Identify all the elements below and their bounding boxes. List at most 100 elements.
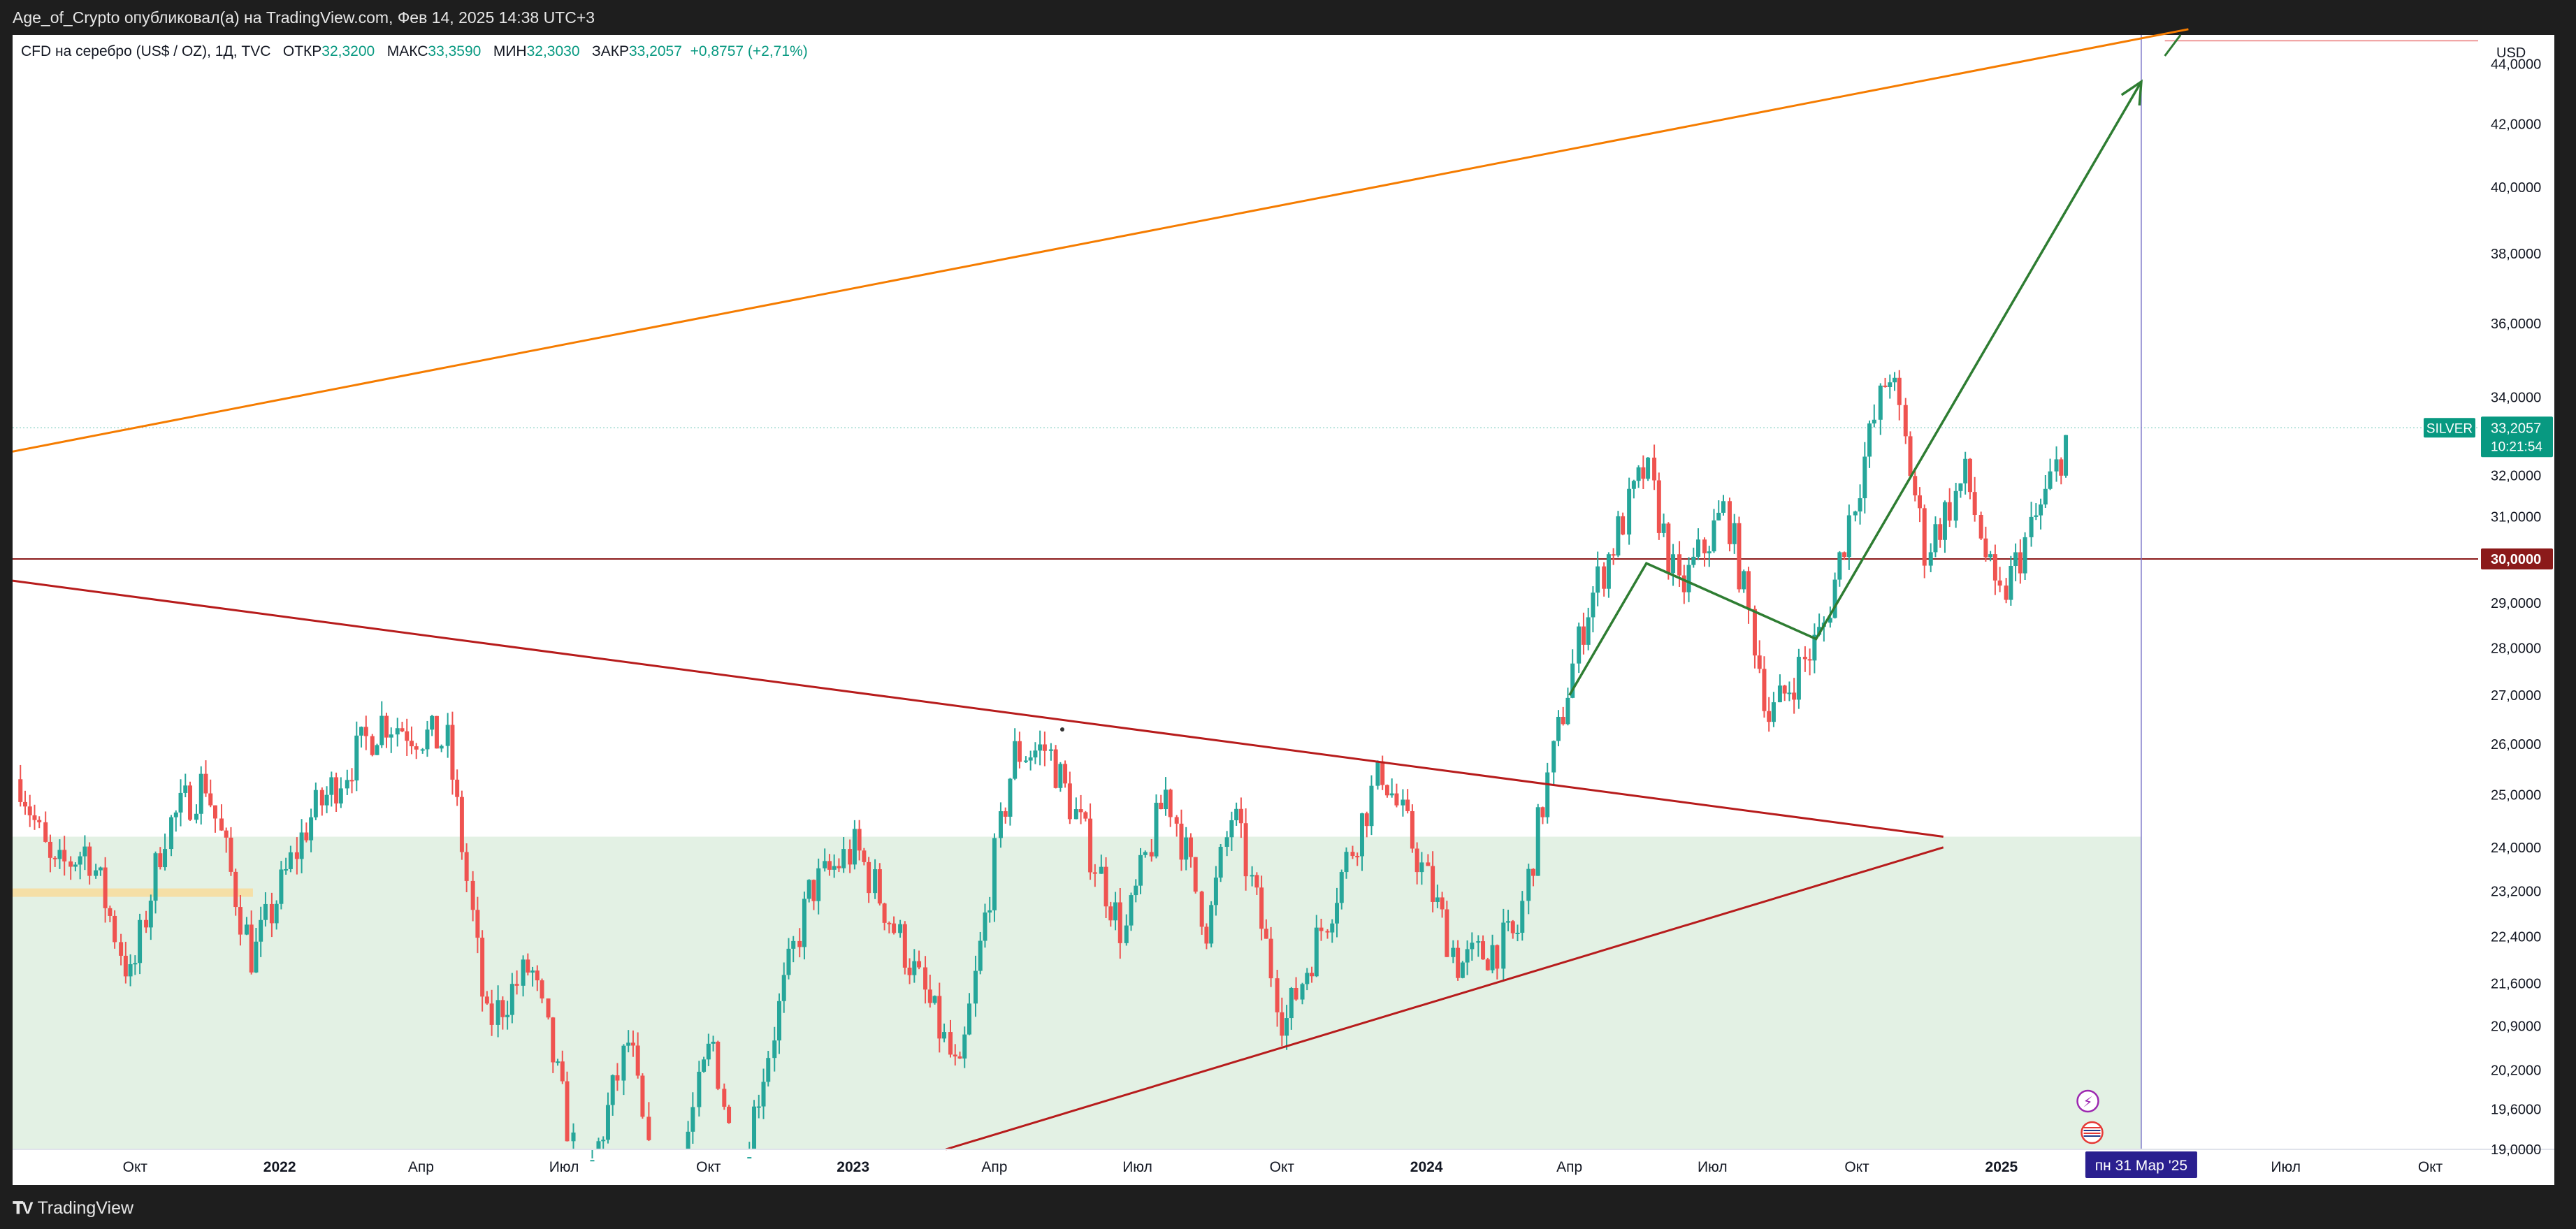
candle-body [18,779,23,802]
candle-body [1858,498,1862,512]
candle-body [113,915,117,943]
candle-body [475,910,480,938]
candle-body [1058,764,1063,788]
candle-body [1229,820,1234,838]
candle-body [1506,921,1511,923]
candle-body [923,967,928,990]
legend-open-value: 32,3200 [321,43,375,59]
candle-body [898,924,903,933]
candle-body [1727,501,1732,544]
candle-body [1117,902,1122,943]
candle-body [263,903,268,920]
candle-body [987,910,992,913]
candle-body [621,1045,626,1081]
candle-body [1456,947,1461,978]
candle-body [1490,945,1495,970]
candle-body [304,832,309,841]
tradingview-brand[interactable]: 𝐓V TradingView [13,1198,133,1219]
candle-body [194,813,199,820]
candle-body [405,731,410,741]
candle-body [1394,793,1399,806]
brand-name: TradingView [37,1198,134,1218]
candle-body [1104,866,1108,907]
time-tick-label: Окт [123,1159,148,1175]
candle-body [1275,978,1280,1012]
candle-body [1661,523,1666,533]
dot-marker [1060,727,1064,732]
candle-body [1742,571,1746,590]
candle-body [1908,436,1913,477]
candle-body [284,868,289,871]
candle-body [1817,627,1822,635]
candle-body [1325,931,1330,933]
candle-body [82,846,87,857]
candle-body [1380,761,1385,785]
candle-body [1401,799,1405,806]
candle-body [1143,852,1148,855]
candle-body [1063,764,1068,784]
candle-body [1752,609,1757,656]
candle-body [727,1107,732,1123]
candle-body [1088,818,1093,873]
lightning-icon-glyph: ⚡ [2083,1093,2092,1110]
candle-body [1431,866,1435,902]
candle-body [1259,887,1264,929]
candle-body [1787,692,1792,695]
candle-body [1113,902,1118,921]
candle-body [1677,554,1682,576]
candle-body [1832,579,1837,618]
candle-body [596,1141,601,1149]
candle-body [203,773,208,794]
symbol-legend[interactable]: CFD на серебро (US$ / OZ), 1Д, TVC ОТКР3… [21,43,808,60]
price-tick-label: 23,2000 [2491,885,2541,900]
candle-body [1218,846,1223,878]
candle-body [1872,419,1876,424]
candle-body [299,832,304,859]
cursor-date-tag-bg [2085,1151,2197,1178]
candlesticks [18,370,2069,1162]
candle-body [1254,875,1259,888]
candle-body [1013,741,1018,779]
time-tick-label: Окт [1844,1159,1869,1175]
candle-body [1771,702,1776,722]
candle-body [163,849,168,868]
candle-body [224,830,229,838]
legend-symbol[interactable]: CFD на серебро (US$ / OZ), 1Д, TVC [21,43,271,59]
candle-body [1515,933,1520,935]
candle-body [1134,885,1138,896]
candle-body [133,963,138,965]
candle-body [535,970,540,981]
candle-body [1606,554,1611,589]
candle-body [1988,554,1993,558]
candle-body [169,817,174,850]
time-tick-label: Апр [1556,1159,1582,1175]
candle-body [1526,868,1531,901]
price-tick-label: 22,4000 [2491,929,2541,945]
candle-body [309,817,314,841]
support-zone [13,836,2141,1149]
candle-body [1213,878,1218,906]
candle-body [1942,502,1947,540]
candle-body [1967,458,1972,493]
legend-open-label: ОТКР [282,43,322,59]
candle-body [912,961,917,975]
candle-body [873,869,878,894]
candle-body [495,1000,500,1025]
candle-body [973,970,978,1004]
candle-body [1812,634,1817,661]
price-tick-label: 44,0000 [2491,57,2541,73]
candle-body [1481,941,1486,960]
candle-body [1953,490,1958,521]
candle-body [363,727,368,736]
candle-body [1762,669,1767,711]
candle-body [837,866,841,868]
candle-body [384,715,389,738]
candle-body [1712,520,1716,552]
candle-body [2039,504,2043,516]
candle-body [1023,760,1028,762]
candle-body [1264,929,1268,939]
candle-body [722,1089,727,1107]
candle-body [1540,807,1545,817]
drawings-layer[interactable]: ⚡ [12,28,2189,1151]
